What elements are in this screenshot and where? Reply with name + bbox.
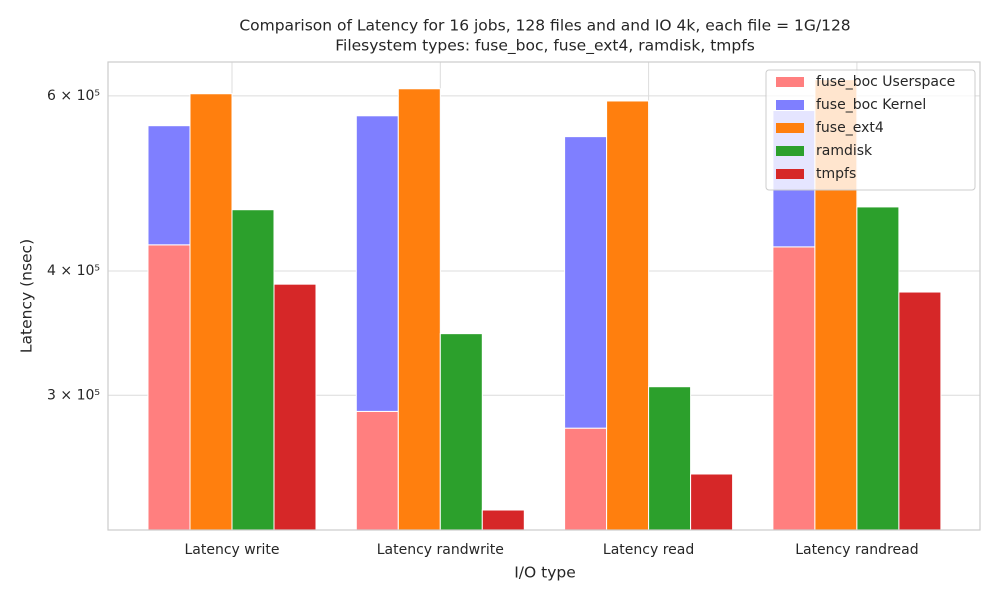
legend-swatch xyxy=(776,146,804,156)
legend-label: fuse_boc Userspace xyxy=(816,74,955,90)
legend-swatch xyxy=(776,169,804,179)
x-tick-label: Latency read xyxy=(603,542,694,558)
bar xyxy=(898,291,942,531)
bar xyxy=(273,283,317,531)
legend-swatch xyxy=(776,100,804,110)
x-axis-label: I/O type xyxy=(514,564,576,582)
y-tick-label: 4 × 10⁵ xyxy=(47,263,100,279)
bar xyxy=(481,509,525,531)
legend-label: ramdisk xyxy=(816,143,873,159)
plot-frame xyxy=(107,61,981,531)
legend-label: fuse_ext4 xyxy=(816,120,884,136)
bar xyxy=(355,115,399,412)
bar xyxy=(606,100,650,531)
bar xyxy=(147,125,191,246)
chart-subtitle: Filesystem types: fuse_boc, fuse_ext4, r… xyxy=(335,37,755,56)
legend-label: tmpfs xyxy=(816,166,856,182)
bar xyxy=(564,427,608,531)
x-tick-label: Latency randread xyxy=(795,542,918,558)
y-tick-label: 6 × 10⁵ xyxy=(47,88,100,104)
bar xyxy=(690,473,734,531)
chart-title: Comparison of Latency for 16 jobs, 128 f… xyxy=(239,17,850,35)
legend-swatch xyxy=(776,77,804,87)
y-tick-label: 3 × 10⁵ xyxy=(47,387,100,403)
bar xyxy=(564,136,608,429)
bar xyxy=(355,410,399,531)
bar xyxy=(439,333,483,531)
bar xyxy=(231,209,275,531)
bar xyxy=(648,386,692,531)
bar xyxy=(856,206,900,531)
x-tick-label: Latency randwrite xyxy=(377,542,504,558)
bar xyxy=(189,93,233,531)
legend-swatch xyxy=(776,123,804,133)
y-axis-label: Latency (nsec) xyxy=(18,239,36,353)
x-tick-label: Latency write xyxy=(185,542,280,558)
bar xyxy=(397,88,441,531)
bars xyxy=(147,79,942,531)
legend-box xyxy=(765,69,976,191)
legend-label: fuse_boc Kernel xyxy=(816,97,926,113)
bar xyxy=(147,244,191,531)
legend: fuse_boc Userspace fuse_boc Kernel fuse_ex… xyxy=(765,69,976,191)
bar xyxy=(772,246,816,531)
